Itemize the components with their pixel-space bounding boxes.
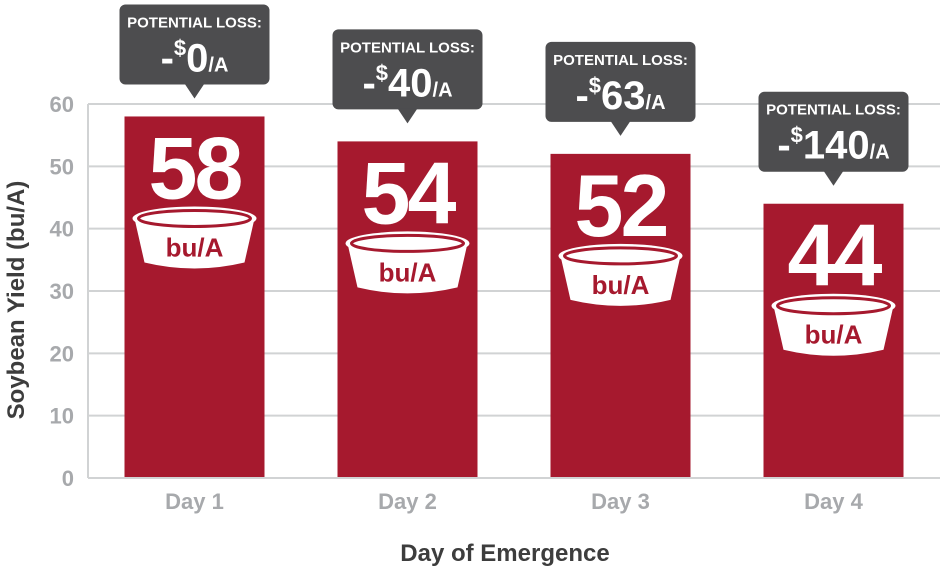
bushel-basket-icon — [771, 293, 896, 356]
callout-box — [119, 4, 270, 85]
callout-currency: $ — [174, 35, 186, 60]
callout-currency: $ — [589, 73, 601, 98]
callout-amount: 140 — [803, 124, 870, 168]
x-tick-label: Day 1 — [165, 489, 224, 514]
bar-group: 58 bu/A — [124, 116, 265, 478]
loss-callout: POTENTIAL LOSS: -$63/A — [545, 41, 696, 136]
callout-pointer — [610, 120, 631, 136]
callout-suffix: /A — [208, 54, 228, 76]
bars: 58 bu/A 54 bu/A 52 bu/A 44 bu/A — [88, 116, 940, 479]
bar-unit-label: bu/A — [592, 270, 650, 300]
y-tick-label: 20 — [50, 341, 74, 366]
x-tick-label: Day 3 — [591, 489, 650, 514]
basket-body — [134, 218, 255, 269]
callout-value: -$40/A — [362, 60, 452, 105]
y-tick-label: 10 — [50, 404, 74, 429]
y-tick-label: 40 — [50, 217, 74, 242]
y-axis-ticks: 0 10 20 30 40 50 60 — [50, 92, 74, 491]
x-axis-ticks: Day 1 Day 2 Day 3 Day 4 — [165, 489, 863, 514]
callout-pointer — [184, 83, 205, 99]
bar-value-label: 58 — [149, 118, 242, 217]
callout-value: -$140/A — [777, 123, 889, 168]
basket-rim-inner — [563, 246, 678, 266]
callout-currency: $ — [791, 123, 803, 148]
callout-pointer — [823, 170, 844, 186]
bar-value-label: 52 — [575, 156, 667, 255]
callout-box — [545, 41, 696, 122]
loss-callout: POTENTIAL LOSS: -$140/A — [758, 91, 909, 186]
bar — [550, 153, 691, 478]
callout-heading: POTENTIAL LOSS: — [553, 52, 688, 69]
callout-amount: 40 — [388, 61, 433, 105]
callout-heading: POTENTIAL LOSS: — [340, 39, 475, 56]
y-tick-label: 30 — [50, 279, 74, 304]
callout-heading: POTENTIAL LOSS: — [766, 102, 901, 119]
callout-heading: POTENTIAL LOSS: — [127, 14, 262, 31]
loss-callout: POTENTIAL LOSS: -$0/A — [119, 4, 270, 99]
callout-currency: $ — [376, 60, 388, 85]
x-tick-label: Day 2 — [378, 489, 437, 514]
basket-body — [773, 305, 894, 356]
bar-value-label: 44 — [788, 206, 883, 305]
bushel-basket-icon — [132, 206, 257, 269]
callout-amount: 63 — [601, 74, 646, 118]
bar-unit-label: bu/A — [805, 320, 863, 350]
basket-rim-inner — [776, 296, 891, 316]
callout-suffix: /A — [870, 142, 890, 164]
bar-value-label: 54 — [362, 143, 457, 242]
y-tick-label: 60 — [50, 92, 74, 117]
callout-value: -$0/A — [161, 35, 229, 80]
callout-box — [758, 91, 909, 172]
x-tick-label: Day 4 — [804, 489, 863, 514]
bar-unit-label: bu/A — [166, 232, 224, 262]
callout-suffix: /A — [433, 79, 453, 101]
bar — [124, 116, 265, 478]
callout-prefix: - — [777, 124, 790, 168]
y-axis-title: Soybean Yield (bu/A) — [3, 181, 30, 420]
bar-group: 54 bu/A — [337, 141, 478, 478]
basket-rim-inner — [350, 233, 465, 253]
bar-group: 44 bu/A — [763, 203, 904, 478]
basket-body — [347, 243, 468, 294]
bushel-basket-icon — [558, 243, 683, 306]
callout-value: -$63/A — [575, 73, 665, 118]
basket-body — [560, 255, 681, 306]
callout-prefix: - — [362, 61, 375, 105]
bar-unit-label: bu/A — [379, 257, 437, 287]
callout-prefix: - — [575, 74, 588, 118]
bushel-basket-icon — [345, 231, 470, 294]
callout-suffix: /A — [646, 92, 666, 114]
y-tick-label: 0 — [62, 466, 74, 491]
callout-pointer — [397, 108, 418, 124]
x-axis-title: Day of Emergence — [400, 540, 609, 567]
loss-callout: POTENTIAL LOSS: -$40/A — [332, 29, 483, 124]
callout-box — [332, 29, 483, 110]
y-tick-label: 50 — [50, 154, 74, 179]
bar — [337, 141, 478, 478]
bar-group: 52 bu/A — [550, 153, 691, 478]
basket-rim-inner — [137, 208, 252, 228]
callout-prefix: - — [161, 36, 174, 80]
callout-amount: 0 — [186, 36, 208, 80]
